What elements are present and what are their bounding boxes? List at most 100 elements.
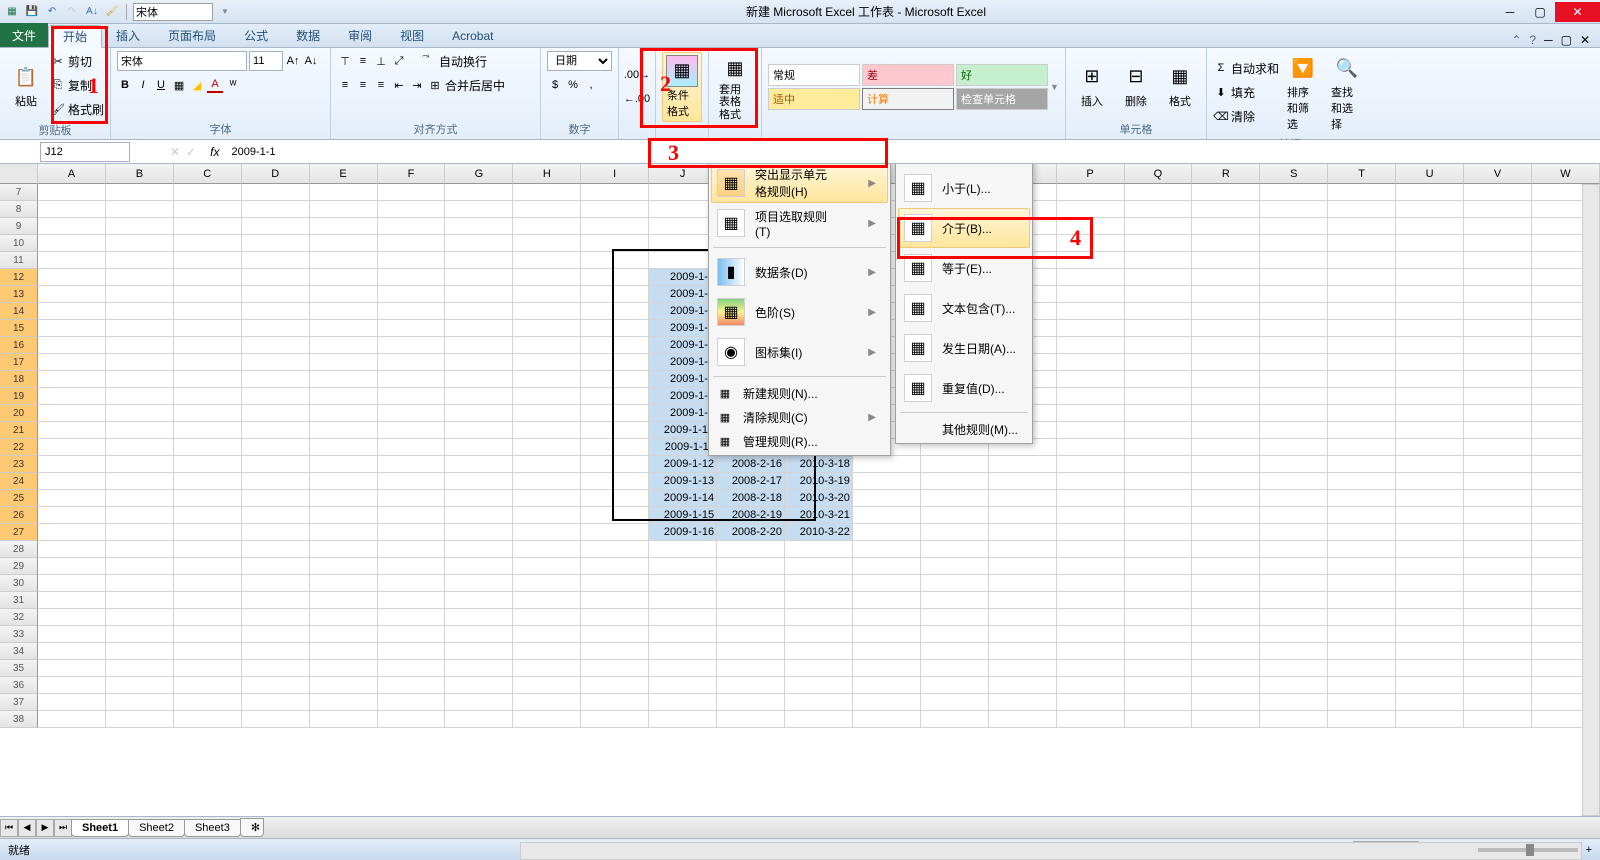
cell[interactable] — [38, 507, 106, 524]
cell[interactable] — [921, 575, 989, 592]
column-header[interactable]: A — [38, 164, 106, 184]
cell[interactable] — [1260, 575, 1328, 592]
cell[interactable] — [921, 558, 989, 575]
cell[interactable] — [445, 337, 513, 354]
cell[interactable] — [921, 694, 989, 711]
cell[interactable] — [174, 320, 242, 337]
cell[interactable] — [310, 558, 378, 575]
cell[interactable] — [1192, 371, 1260, 388]
cell[interactable] — [106, 422, 174, 439]
row-header[interactable]: 16 — [0, 337, 38, 354]
row-header[interactable]: 29 — [0, 558, 38, 575]
cell[interactable] — [445, 507, 513, 524]
cell[interactable] — [106, 371, 174, 388]
cell[interactable]: 2009-1-14 — [649, 490, 717, 507]
databars-item[interactable]: ▮数据条(D)▶ — [711, 252, 888, 292]
format-painter-button[interactable]: 🖌格式刷 — [50, 98, 104, 120]
cell[interactable] — [717, 660, 785, 677]
cell[interactable] — [310, 575, 378, 592]
cell[interactable] — [921, 677, 989, 694]
cell[interactable] — [310, 235, 378, 252]
cell[interactable] — [1125, 388, 1193, 405]
cell[interactable] — [853, 473, 921, 490]
cell[interactable]: 2009-1-16 — [649, 524, 717, 541]
cell[interactable] — [378, 643, 446, 660]
cell[interactable] — [1057, 252, 1125, 269]
cell[interactable] — [1057, 541, 1125, 558]
cell[interactable] — [1192, 490, 1260, 507]
cell[interactable] — [717, 643, 785, 660]
cell[interactable] — [378, 235, 446, 252]
cell[interactable] — [1125, 371, 1193, 388]
row-header[interactable]: 8 — [0, 201, 38, 218]
cell[interactable] — [1260, 643, 1328, 660]
cell[interactable] — [242, 507, 310, 524]
cell[interactable] — [1328, 677, 1396, 694]
column-header[interactable]: D — [242, 164, 310, 184]
cell[interactable] — [989, 473, 1057, 490]
cell[interactable] — [513, 405, 581, 422]
cell[interactable] — [1396, 405, 1464, 422]
cell[interactable] — [242, 269, 310, 286]
cell[interactable]: 2009-1-11 — [649, 439, 717, 456]
cell[interactable] — [989, 456, 1057, 473]
cell[interactable] — [445, 439, 513, 456]
cell[interactable] — [1125, 303, 1193, 320]
cell[interactable] — [106, 626, 174, 643]
cell[interactable] — [378, 320, 446, 337]
cell[interactable] — [581, 626, 649, 643]
cell[interactable] — [649, 677, 717, 694]
column-header[interactable]: S — [1260, 164, 1328, 184]
cell[interactable] — [242, 235, 310, 252]
cell[interactable] — [513, 507, 581, 524]
cell[interactable] — [921, 524, 989, 541]
cell[interactable] — [242, 711, 310, 728]
cell[interactable] — [1057, 303, 1125, 320]
cell[interactable] — [513, 320, 581, 337]
cell[interactable] — [1192, 592, 1260, 609]
cell[interactable] — [1260, 337, 1328, 354]
cell[interactable] — [1125, 218, 1193, 235]
cell[interactable] — [1396, 252, 1464, 269]
cell[interactable] — [106, 711, 174, 728]
percent-icon[interactable]: % — [565, 77, 581, 93]
cell[interactable] — [1057, 575, 1125, 592]
cell[interactable] — [445, 473, 513, 490]
cell[interactable] — [174, 558, 242, 575]
cell[interactable] — [242, 626, 310, 643]
cell[interactable] — [921, 490, 989, 507]
inc-decimal-icon[interactable]: .00→ — [625, 64, 649, 86]
tab-view[interactable]: 视图 — [386, 24, 438, 47]
cell[interactable] — [921, 592, 989, 609]
cell[interactable] — [106, 354, 174, 371]
cell[interactable] — [378, 694, 446, 711]
cell[interactable] — [174, 439, 242, 456]
cell[interactable] — [1464, 235, 1532, 252]
cell[interactable] — [581, 235, 649, 252]
cell[interactable] — [1328, 269, 1396, 286]
cell[interactable] — [853, 507, 921, 524]
cell[interactable] — [38, 354, 106, 371]
cell[interactable] — [1328, 201, 1396, 218]
cell[interactable] — [989, 694, 1057, 711]
cell[interactable] — [242, 490, 310, 507]
cell[interactable] — [853, 609, 921, 626]
cell[interactable] — [513, 303, 581, 320]
cell[interactable] — [717, 677, 785, 694]
cell[interactable] — [1328, 524, 1396, 541]
window-min2-icon[interactable]: ─ — [1544, 33, 1553, 47]
cell[interactable] — [1192, 473, 1260, 490]
cell[interactable] — [1125, 677, 1193, 694]
cell[interactable] — [989, 609, 1057, 626]
column-header[interactable]: P — [1057, 164, 1125, 184]
cell[interactable] — [1328, 558, 1396, 575]
cell[interactable] — [1260, 320, 1328, 337]
cell[interactable] — [1260, 388, 1328, 405]
cell[interactable] — [717, 626, 785, 643]
cell[interactable] — [106, 473, 174, 490]
cell[interactable] — [1125, 405, 1193, 422]
cell[interactable] — [174, 388, 242, 405]
cell[interactable] — [310, 711, 378, 728]
style-good[interactable]: 好 — [956, 64, 1048, 86]
cell[interactable] — [513, 490, 581, 507]
